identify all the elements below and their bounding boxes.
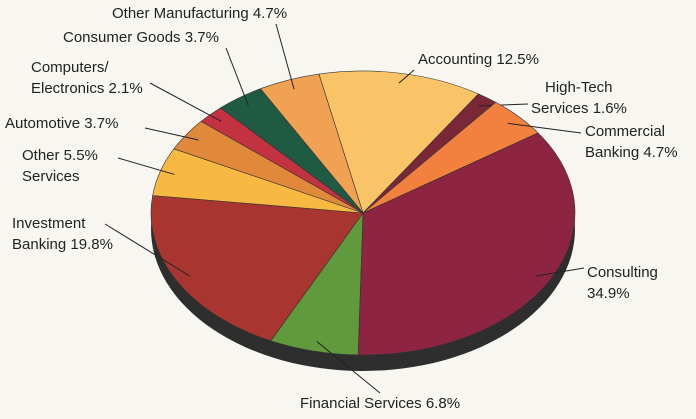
slice-label: High-Tech bbox=[545, 79, 613, 96]
value-label: 3.7% bbox=[80, 115, 118, 132]
leader-line bbox=[316, 340, 381, 394]
category-label: Computers/ bbox=[31, 59, 109, 76]
slice-label: Banking 4.7% bbox=[585, 144, 678, 161]
leader-line bbox=[275, 23, 295, 90]
category-label: Accounting bbox=[418, 51, 492, 68]
leader-line bbox=[398, 69, 415, 84]
category-label: Financial Services bbox=[300, 395, 422, 412]
slice-label: Accounting 12.5% bbox=[418, 51, 539, 68]
slice-label: Other Manufacturing 4.7% bbox=[112, 5, 287, 22]
leader-line bbox=[144, 127, 199, 141]
leader-line bbox=[149, 82, 222, 122]
slice-label: Consulting bbox=[587, 264, 658, 281]
category-label: Automotive bbox=[5, 115, 80, 132]
slice-label: Computers/ bbox=[31, 59, 109, 76]
value-label: 12.5% bbox=[492, 51, 539, 68]
value-label: 6.8% bbox=[422, 395, 460, 412]
slice-label: Financial Services 6.8% bbox=[300, 395, 460, 412]
pie-slice bbox=[259, 73, 364, 214]
category-label: Services bbox=[531, 100, 589, 117]
slice-label: Consumer Goods 3.7% bbox=[63, 29, 219, 46]
leader-line bbox=[225, 47, 249, 106]
slice-label: Automotive 3.7% bbox=[5, 115, 118, 132]
category-label: Investment bbox=[12, 215, 86, 232]
pie-slice bbox=[318, 70, 479, 214]
slice-label: Other 5.5% bbox=[22, 147, 98, 164]
slice-label: Banking 19.8% bbox=[12, 236, 113, 253]
category-label: Other bbox=[22, 147, 60, 164]
leader-line bbox=[507, 122, 582, 134]
value-label: 1.6% bbox=[589, 100, 627, 117]
value-label: 4.7% bbox=[249, 5, 287, 22]
value-label: 4.7% bbox=[639, 144, 677, 161]
category-label: Commercial bbox=[585, 123, 665, 140]
pie-slice bbox=[357, 132, 576, 356]
category-label: High-Tech bbox=[545, 79, 613, 96]
category-label: Banking bbox=[12, 236, 66, 253]
leader-line bbox=[478, 103, 529, 107]
value-label: 34.9% bbox=[587, 285, 630, 302]
slice-label: Electronics 2.1% bbox=[31, 80, 143, 97]
leader-line bbox=[117, 157, 175, 175]
slice-label: 34.9% bbox=[587, 285, 630, 302]
category-label: Banking bbox=[585, 144, 639, 161]
slice-label: Services bbox=[22, 168, 80, 185]
slice-label: Investment bbox=[12, 215, 86, 232]
slice-label: Services 1.6% bbox=[531, 100, 627, 117]
category-label: Electronics bbox=[31, 80, 104, 97]
value-label: 19.8% bbox=[66, 236, 113, 253]
category-label: Consulting bbox=[587, 264, 658, 281]
value-label: 2.1% bbox=[104, 80, 142, 97]
category-label: Services bbox=[22, 168, 80, 185]
leader-line bbox=[536, 267, 585, 277]
pie-slice bbox=[150, 195, 364, 342]
leader-line bbox=[104, 223, 191, 277]
category-label: Other Manufacturing bbox=[112, 5, 249, 22]
value-label: 5.5% bbox=[60, 147, 98, 164]
category-label: Consumer Goods bbox=[63, 29, 181, 46]
slice-label: Commercial bbox=[585, 123, 665, 140]
value-label: 3.7% bbox=[181, 29, 219, 46]
